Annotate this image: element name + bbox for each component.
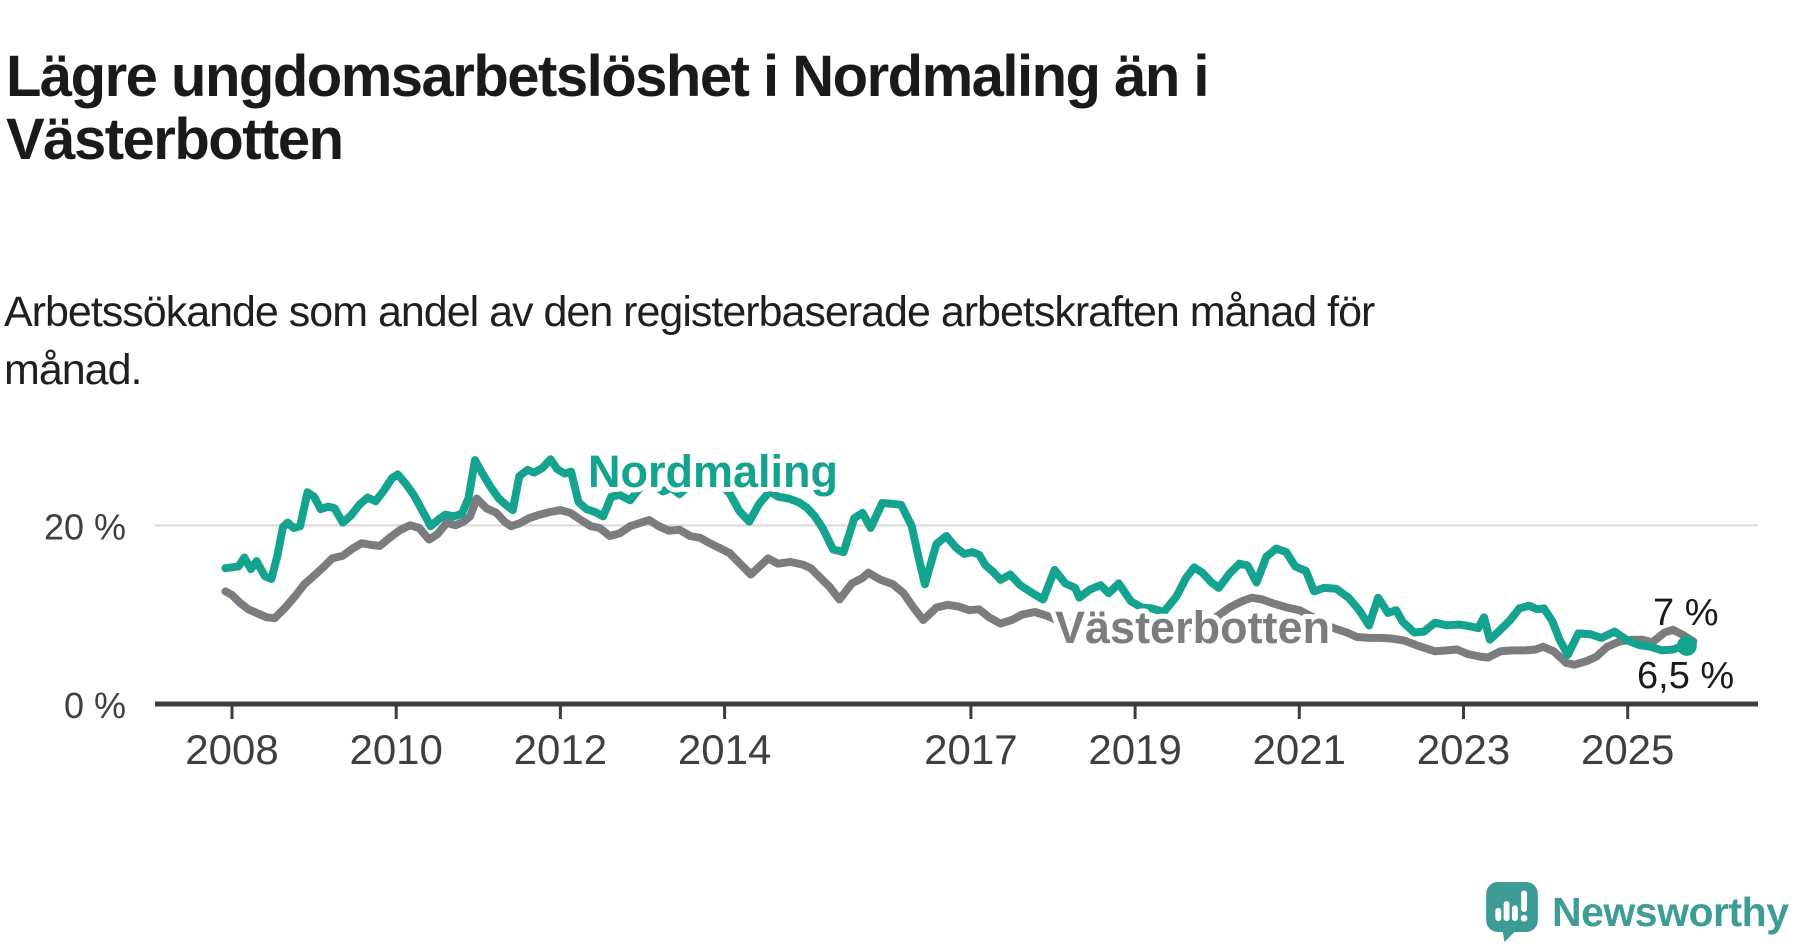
y-tick-label: 20 % (44, 506, 126, 547)
series-end-dot-nordmaling (1676, 635, 1697, 656)
chart-subtitle: Arbetssökande som andel av den registerb… (4, 288, 1375, 394)
final-value-label-nordmaling: 6,5 % (1637, 655, 1734, 697)
series-label-nordmaling: Nordmaling (588, 446, 838, 497)
series-label-västerbotten: Västerbotten (1055, 602, 1330, 653)
x-tick-label-2010: 2010 (349, 726, 442, 773)
newsworthy-bubble-icon (1486, 882, 1538, 942)
newsworthy-logo: Newsworthy (1486, 882, 1789, 942)
x-tick-label-2014: 2014 (678, 726, 771, 773)
x-tick-label-2021: 2021 (1253, 726, 1346, 773)
page-title: Lägre ungdomsarbetslöshet i Nordmaling ä… (6, 43, 1210, 172)
x-tick-label-2025: 2025 (1581, 726, 1674, 773)
x-tick-label-2023: 2023 (1417, 726, 1510, 773)
x-tick-label-2012: 2012 (514, 726, 607, 773)
x-tick-label-2008: 2008 (185, 726, 278, 773)
x-tick-label-2017: 2017 (924, 726, 1017, 773)
series-line-nordmaling (221, 455, 1691, 659)
y-tick-label: 0 % (64, 685, 126, 726)
x-tick-label-2019: 2019 (1088, 726, 1181, 773)
series-line-västerbotten (221, 494, 1698, 669)
newsworthy-wordmark: Newsworthy (1552, 888, 1789, 935)
final-value-label-västerbotten: 7 % (1653, 592, 1718, 634)
